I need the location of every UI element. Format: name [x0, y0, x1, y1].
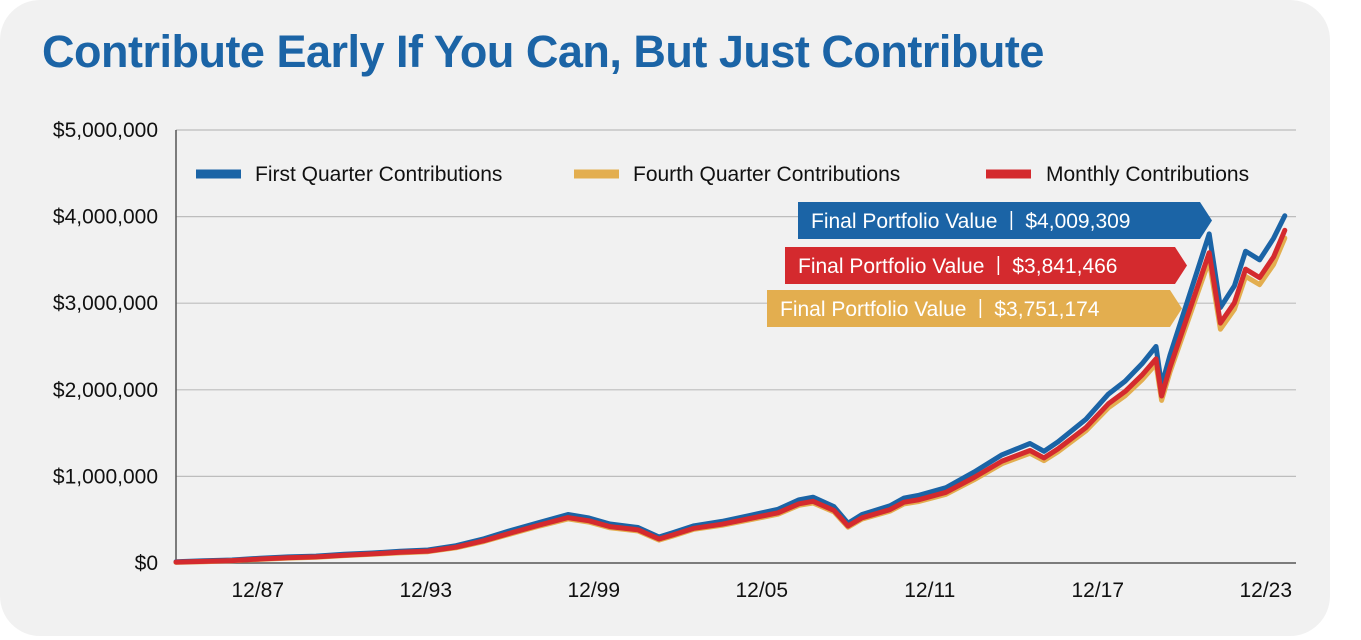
y-axis-ticks: $0 $1,000,000 $2,000,000 $3,000,000 $4,000,0… — [53, 119, 158, 575]
y-tick-label: $0 — [135, 552, 158, 575]
callout-first-quarter: Final Portfolio Value $4,009,309 — [798, 202, 1212, 239]
callout-value: $3,841,466 — [1012, 255, 1117, 278]
x-tick-label: 12/05 — [735, 579, 788, 602]
callout-value: $3,751,174 — [994, 298, 1099, 321]
y-tick-label: $3,000,000 — [53, 292, 158, 315]
x-axis-ticks: 12/87 12/93 12/99 12/05 12/11 12/17 12/23 — [231, 579, 1292, 602]
series-lines — [173, 213, 1288, 565]
x-tick-label: 12/99 — [567, 579, 620, 602]
callout-value: $4,009,309 — [1025, 210, 1130, 233]
callout-label: Final Portfolio Value — [798, 255, 984, 278]
legend: First Quarter Contributions Fourth Quarte… — [196, 163, 1249, 186]
chart-title: Contribute Early If You Can, But Just Co… — [42, 26, 1044, 77]
legend-label-fourth-quarter: Fourth Quarter Contributions — [633, 163, 900, 186]
x-tick-label: 12/11 — [904, 579, 955, 602]
y-tick-label: $4,000,000 — [53, 206, 158, 229]
callout-box — [785, 247, 1187, 284]
x-tick-label: 12/23 — [1239, 579, 1292, 602]
y-tick-label: $5,000,000 — [53, 119, 158, 142]
y-tick-label: $2,000,000 — [53, 379, 158, 402]
callout-fourth-quarter: Final Portfolio Value $3,751,174 — [767, 290, 1182, 327]
callout-box — [798, 202, 1212, 239]
series-line-fourth-quarter — [173, 235, 1288, 565]
legend-label-first-quarter: First Quarter Contributions — [255, 163, 502, 186]
x-tick-label: 12/93 — [399, 579, 452, 602]
callout-box — [767, 290, 1182, 327]
x-tick-label: 12/87 — [231, 579, 284, 602]
y-tick-label: $1,000,000 — [53, 465, 158, 488]
x-tick-label: 12/17 — [1071, 579, 1124, 602]
callout-monthly: Final Portfolio Value $3,841,466 — [785, 247, 1187, 284]
legend-label-monthly: Monthly Contributions — [1046, 163, 1249, 186]
callout-label: Final Portfolio Value — [811, 210, 997, 233]
series-line-monthly — [173, 227, 1288, 565]
grid-lines — [175, 129, 1296, 564]
callout-label: Final Portfolio Value — [780, 298, 966, 321]
